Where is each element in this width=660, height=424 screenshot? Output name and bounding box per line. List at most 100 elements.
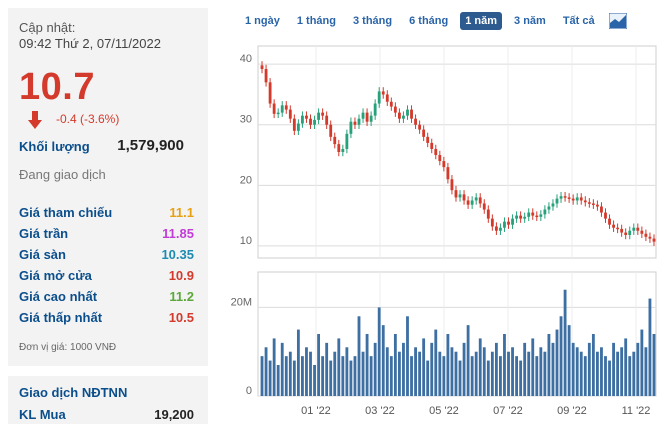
volume-bar <box>652 334 656 396</box>
volume-bar <box>333 351 337 396</box>
area-chart-icon[interactable] <box>608 13 627 29</box>
price-row-ceiling: Giá trần 11.85 <box>19 226 194 244</box>
tab-all[interactable]: Tất cả <box>562 15 595 27</box>
volume-bar <box>458 360 462 396</box>
candle-body <box>406 109 409 116</box>
volume-bar <box>309 351 312 396</box>
volume-bar <box>361 351 365 396</box>
candle-body <box>563 196 567 198</box>
volume-bar <box>414 347 417 396</box>
candle-body <box>499 227 502 231</box>
candle-body <box>555 198 559 204</box>
candle-body <box>579 197 583 201</box>
price-row-high: Giá cao nhất 11.2 <box>19 289 194 307</box>
candle-body <box>268 82 272 104</box>
volume-bar <box>595 351 599 396</box>
volume-bar <box>571 342 575 396</box>
volume-bar <box>406 316 409 396</box>
candle-body <box>397 112 401 119</box>
volume-bar <box>640 329 644 396</box>
volume-bar <box>276 365 280 396</box>
candle-body <box>438 155 442 162</box>
candle-body <box>612 224 615 228</box>
candle-body <box>361 112 365 119</box>
volume-bar <box>591 334 595 396</box>
candle-body <box>583 200 587 203</box>
candle-body <box>575 197 579 201</box>
candle-body <box>264 69 268 83</box>
candle-body <box>292 118 296 131</box>
volume-bar <box>373 342 377 396</box>
candle-body <box>353 121 357 125</box>
volume-bar <box>543 351 547 396</box>
volume-bar <box>454 351 458 396</box>
volume-bar <box>620 347 624 396</box>
time-tick-label: 05 '22 <box>429 405 459 417</box>
volume-bar <box>474 351 478 396</box>
candle-body <box>527 212 531 217</box>
candle-body <box>571 198 575 201</box>
candle-body <box>591 203 595 205</box>
volume-bar <box>523 342 527 396</box>
foreign-buy-label: KL Mua <box>19 407 66 422</box>
candle-body <box>288 109 292 119</box>
volume-bar <box>353 356 357 396</box>
candle-body <box>531 212 535 216</box>
candle-body <box>608 218 611 225</box>
candle-body <box>321 112 325 116</box>
volume-bar <box>260 356 264 396</box>
tab-1-day[interactable]: 1 ngày <box>245 15 280 27</box>
tab-3-months[interactable]: 3 tháng <box>352 15 393 27</box>
volume-bar <box>402 342 405 396</box>
update-label: Cập nhật: <box>19 20 76 35</box>
tab-3-years[interactable]: 3 năm <box>514 15 546 27</box>
volume-bar <box>616 351 620 396</box>
candle-body <box>458 194 462 198</box>
volume-bar <box>381 325 385 396</box>
candle-body <box>652 238 656 242</box>
candle-body <box>616 227 620 230</box>
candle-body <box>402 115 405 119</box>
candle-body <box>482 203 486 210</box>
candle-body <box>648 236 652 239</box>
volume-bar <box>494 342 498 396</box>
candle-body <box>442 161 446 168</box>
volume-tick-label: 0 <box>246 385 252 397</box>
tab-6-months[interactable]: 6 tháng <box>409 15 449 27</box>
trading-status: Đang giao dịch <box>19 167 106 182</box>
volume-bar <box>527 351 531 396</box>
volume-bar <box>547 334 551 396</box>
period-tabs: 1 ngày 1 tháng 3 tháng 6 tháng 1 năm 3 n… <box>240 10 627 32</box>
candle-body <box>624 232 628 235</box>
volume-bar <box>515 356 519 396</box>
candlestick-series <box>260 61 656 246</box>
candle-body <box>567 197 571 199</box>
tab-1-month[interactable]: 1 tháng <box>296 15 336 27</box>
price-tick-label: 10 <box>240 235 252 247</box>
volume-bar <box>535 356 539 396</box>
candle-body <box>422 129 426 137</box>
volume-bar <box>583 356 587 396</box>
candle-body <box>325 115 329 125</box>
volume-bar <box>579 351 583 396</box>
volume-bar <box>608 360 611 396</box>
volume-bar <box>567 325 571 396</box>
volume-bar <box>389 356 393 396</box>
price-row-value: 10.5 <box>168 310 194 325</box>
volume-bar <box>466 325 470 396</box>
volume-bar <box>284 356 288 396</box>
candle-body <box>450 179 454 191</box>
candle-body <box>490 218 494 227</box>
volume-bar <box>325 342 329 396</box>
volume-bar <box>555 329 559 396</box>
candle-body <box>523 216 527 219</box>
tab-1-year[interactable]: 1 năm <box>460 12 503 30</box>
volume-bar <box>604 356 607 396</box>
candle-body <box>511 218 514 225</box>
time-tick-label: 07 '22 <box>493 405 523 417</box>
price-row-label: Giá thấp nhất <box>19 310 103 325</box>
candle-body <box>329 124 333 137</box>
volume-tick-label: 20M <box>231 296 252 308</box>
candle-body <box>373 103 377 116</box>
volume-bar <box>563 289 567 396</box>
